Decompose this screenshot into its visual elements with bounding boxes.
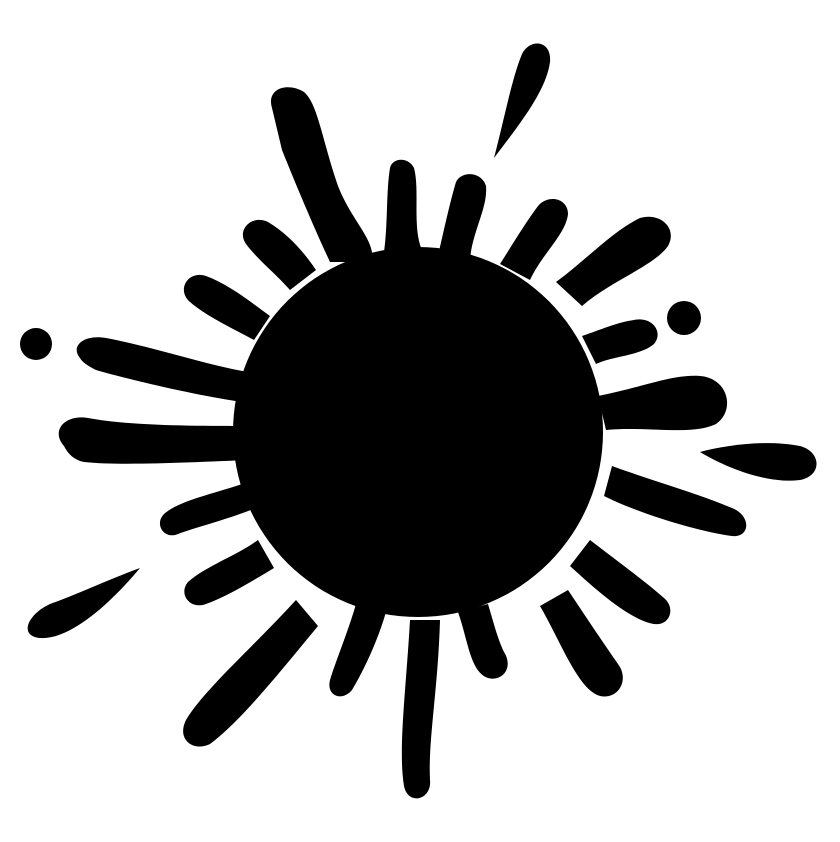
ink-splat-body <box>20 43 817 799</box>
splat-arm <box>384 159 422 252</box>
splat-arm <box>183 274 270 340</box>
splat-dot <box>667 301 701 335</box>
splat-arm <box>242 219 316 290</box>
splat-drop <box>700 443 817 481</box>
splat-arm <box>570 540 671 625</box>
splat-arm <box>500 199 568 280</box>
splat-drop <box>494 43 551 158</box>
splat-dot <box>20 328 52 360</box>
splat-arm <box>76 337 249 402</box>
splat-arm <box>604 466 747 537</box>
splat-arm <box>556 216 671 306</box>
splat-arm <box>329 604 386 697</box>
splat-arm <box>540 590 623 697</box>
splat-arm <box>270 87 373 262</box>
splat-arm <box>401 620 440 799</box>
splat-arm <box>438 174 487 260</box>
splat-drop <box>27 568 140 639</box>
splat-core <box>233 247 603 617</box>
splat-arm <box>458 604 508 679</box>
splat-arm <box>58 417 251 464</box>
splat-arm <box>159 482 256 536</box>
splat-arm <box>582 319 658 364</box>
splat-arm <box>184 540 274 606</box>
splat-arm <box>183 600 318 747</box>
splat-arm <box>598 375 728 431</box>
